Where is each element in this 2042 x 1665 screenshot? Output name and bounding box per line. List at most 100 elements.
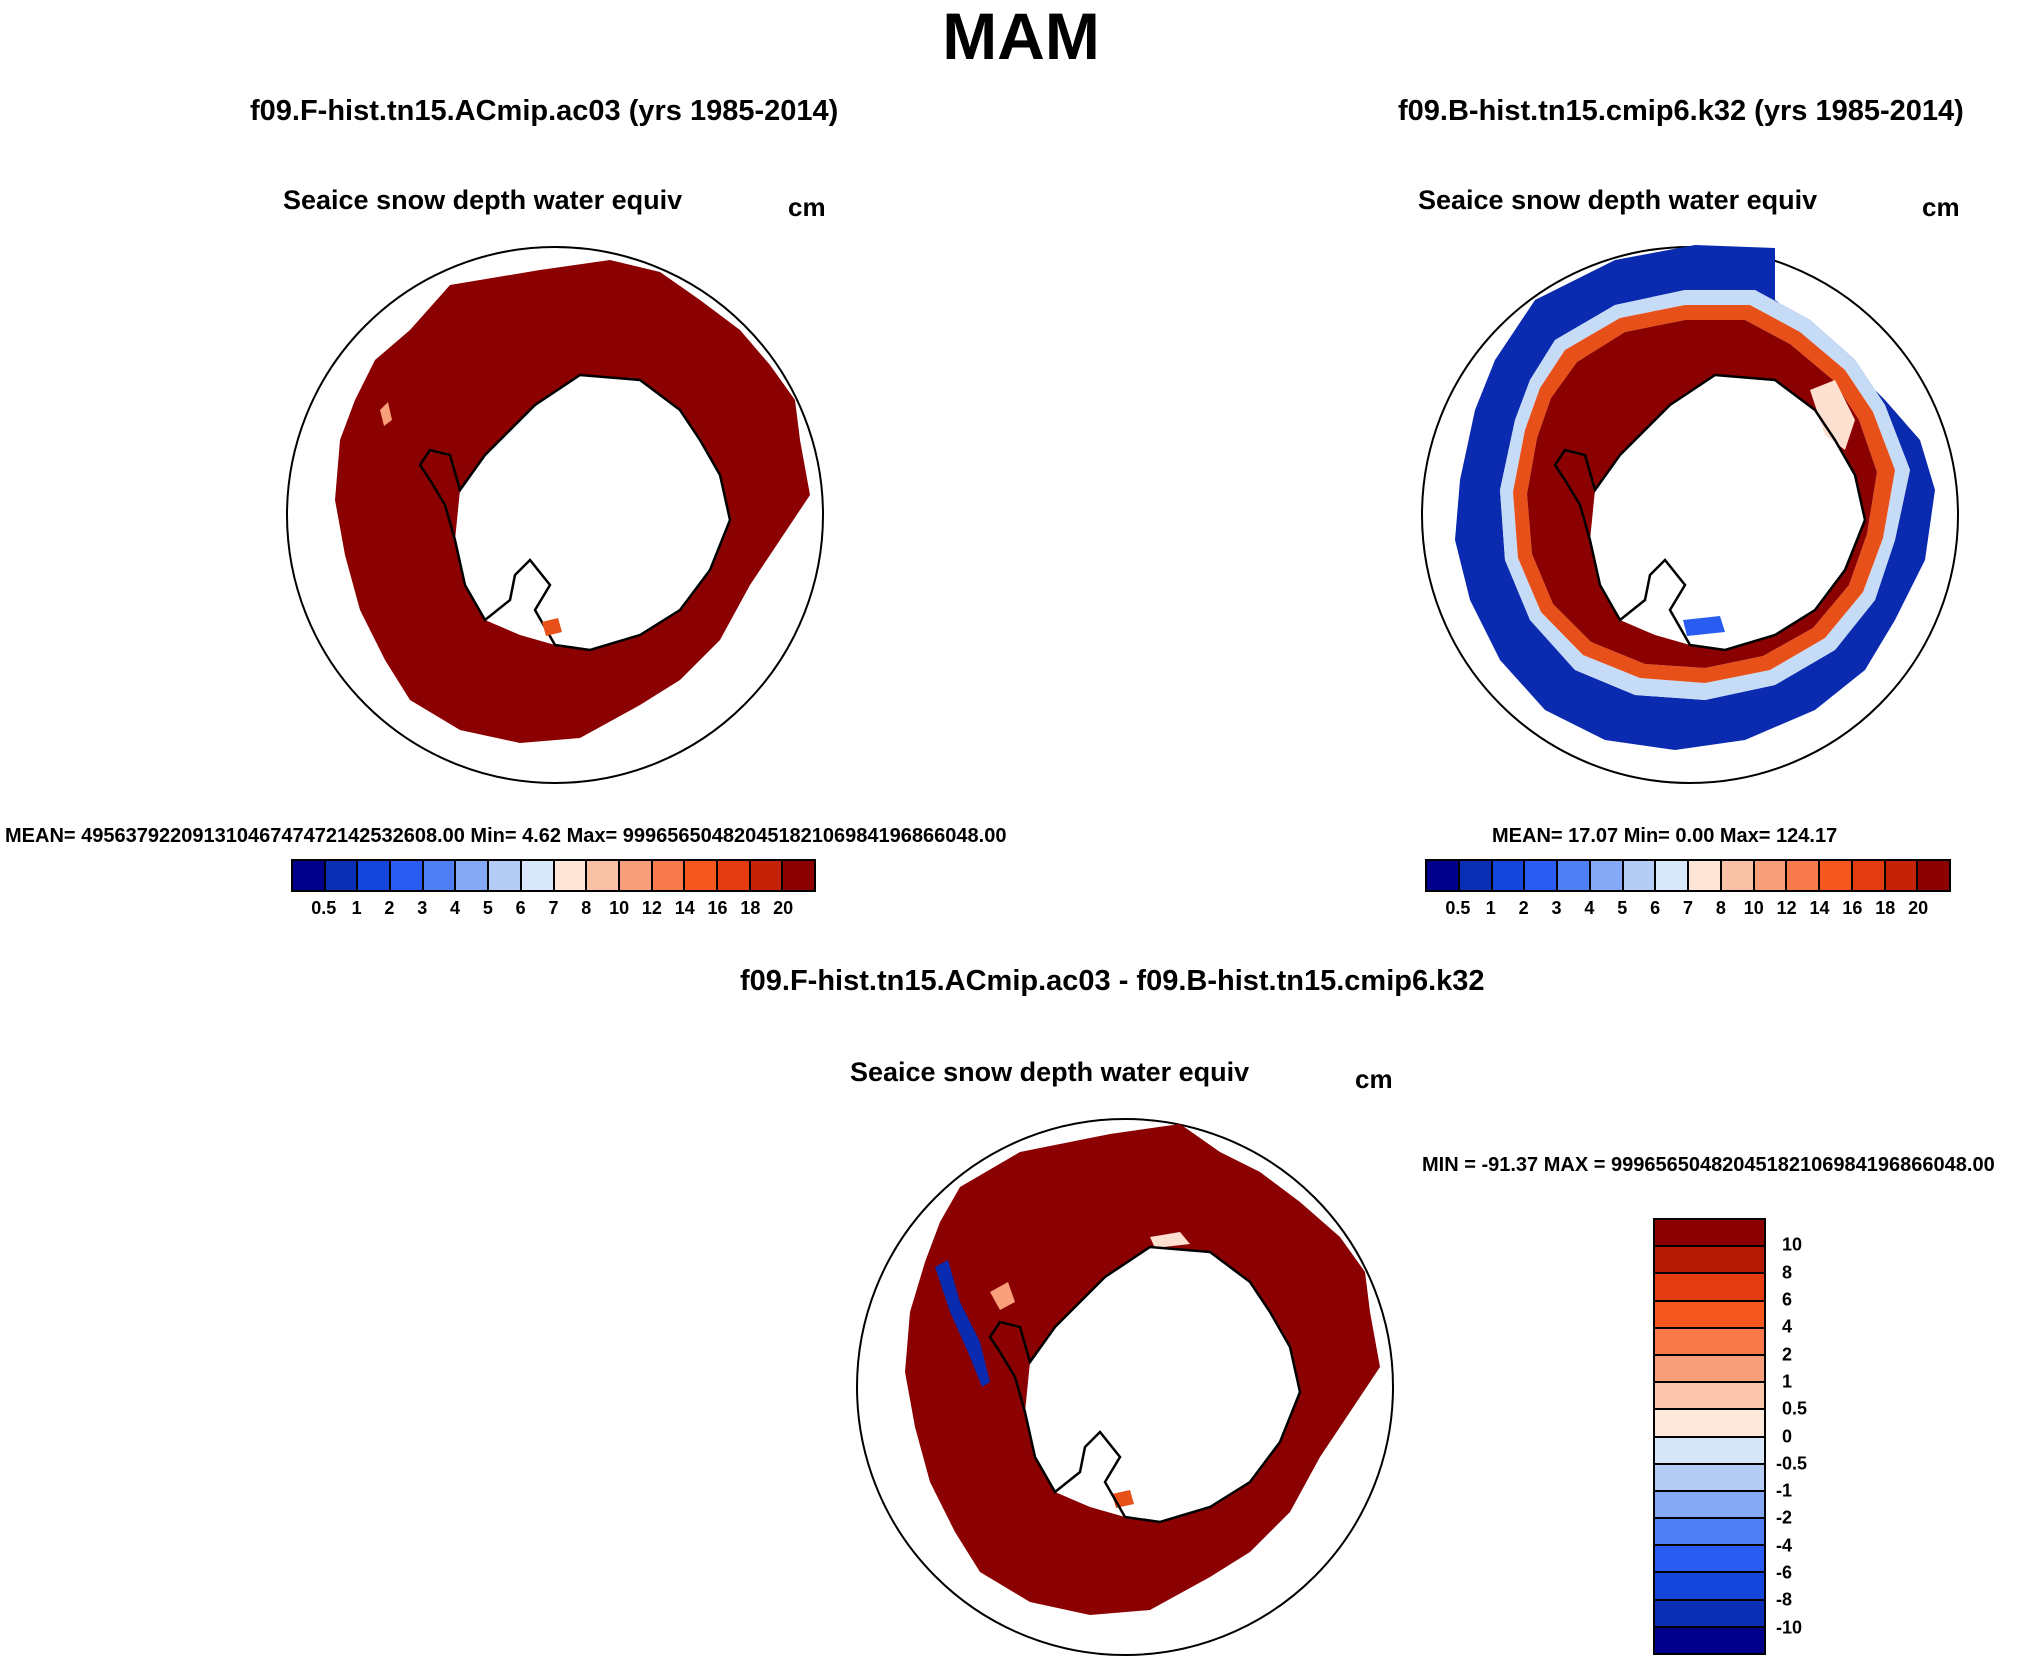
right-colorbar-tick-label: 8: [1715, 898, 1726, 918]
left-colorbar-tick-label: 8: [581, 898, 592, 918]
diff-panel-title: f09.F-hist.tn15.ACmip.ac03 - f09.B-hist.…: [740, 965, 1485, 997]
right-colorbar-swatch: [1492, 861, 1526, 890]
diff-colorbar-swatch: [1655, 1383, 1764, 1411]
diff-colorbar-tick-label: -8: [1776, 1589, 1793, 1610]
right-high-core: [1527, 320, 1877, 668]
right-colorbar-tick-label: 12: [1776, 898, 1797, 918]
right-colorbar-swatch: [1754, 861, 1788, 890]
left-colorbar-tick-label: 6: [515, 898, 526, 918]
diff-colorbar-swatch: [1655, 1627, 1764, 1653]
diff-units: cm: [1355, 1064, 1393, 1094]
left-colorbar-swatch: [358, 861, 392, 890]
left-sea-ice-field: [335, 260, 810, 743]
right-colorbar-tick-label: 3: [1551, 898, 1562, 918]
right-ross-blue-patch: [1683, 616, 1725, 636]
diff-colorbar-swatch: [1655, 1355, 1764, 1384]
left-units: cm: [788, 192, 826, 222]
diff-colorbar-tick-label: 0.5: [1782, 1398, 1808, 1419]
diff-colorbar-tick-label: 2: [1782, 1344, 1793, 1365]
left-colorbar-swatch: [423, 861, 457, 890]
right-antarctica-coast-icon: [1553, 373, 1867, 652]
diff-colorbar-swatch: [1655, 1328, 1764, 1356]
left-antarctica-coast-icon: [418, 373, 732, 652]
right-colorbar-tick-label: 5: [1617, 898, 1628, 918]
diff-colorbar-swatch: [1655, 1437, 1764, 1465]
right-colorbar-tick-label: 14: [1809, 898, 1830, 918]
right-colorbar-swatch: [1918, 861, 1949, 890]
diff-colorbar-tick-label: -6: [1776, 1562, 1793, 1583]
left-ross-anomaly: [542, 618, 562, 636]
diff-colorbar-swatch: [1655, 1600, 1764, 1628]
diff-antarctica-coast-icon: [988, 1245, 1302, 1524]
left-colorbar-tick-label: 4: [450, 898, 461, 918]
left-colorbar-tick-label: 7: [548, 898, 559, 918]
left-colorbar-swatch: [619, 861, 653, 890]
left-colorbar-swatch: [783, 861, 814, 890]
left-colorbar-labels: 0.5 1 2 3 4 5 6 7 8 10 12 14 16 18 20: [291, 898, 816, 922]
left-var-title: Seaice snow depth water equiv: [283, 185, 683, 215]
diff-colorbar-swatch: [1655, 1546, 1764, 1574]
diff-colorbar-tick-label: 10: [1782, 1234, 1803, 1255]
right-polar-map: [1421, 245, 1959, 784]
left-colorbar-swatch: [293, 861, 326, 890]
diff-stats: MIN = -91.37 MAX = 999656504820451821069…: [1422, 1154, 1995, 1176]
diff-colorbar-swatch: [1655, 1410, 1764, 1438]
diff-colorbar-swatch: [1655, 1220, 1764, 1248]
diff-colorbar: [1653, 1218, 1766, 1655]
diff-var-title: Seaice snow depth water equiv: [850, 1057, 1250, 1087]
diff-colorbar-swatch: [1655, 1491, 1764, 1520]
right-colorbar-swatch: [1689, 861, 1722, 890]
diff-colorbar-swatch: [1655, 1274, 1764, 1302]
right-colorbar-tick-label: 18: [1875, 898, 1896, 918]
right-colorbar-swatch: [1787, 861, 1820, 890]
diff-colorbar-tick-label: 1: [1782, 1371, 1793, 1392]
diff-colorbar-swatch: [1655, 1301, 1764, 1329]
right-colorbar-swatch: [1558, 861, 1591, 890]
right-colorbar-labels: 0.5 1 2 3 4 5 6 7 8 10 12 14 16 18 20: [1425, 898, 1951, 922]
left-colorbar-swatch: [685, 861, 718, 890]
left-stats: MEAN= 49563792209131046747472142532608.0…: [5, 825, 1007, 847]
right-colorbar-tick-label: 2: [1518, 898, 1529, 918]
right-colorbar-tick-label: 20: [1908, 898, 1929, 918]
left-colorbar-swatch: [391, 861, 424, 890]
right-panel-title: f09.B-hist.tn15.cmip6.k32 (yrs 1985-2014…: [1398, 95, 1964, 127]
diff-colorbar-tick-label: 8: [1782, 1262, 1793, 1283]
right-colorbar-swatch: [1427, 861, 1460, 890]
diff-colorbar-swatch: [1655, 1464, 1764, 1492]
left-colorbar-tick-label: 20: [773, 898, 794, 918]
right-colorbar-swatch: [1656, 861, 1689, 890]
right-colorbar-tick-label: 1: [1485, 898, 1496, 918]
left-colorbar-tick-label: 0.5: [311, 898, 337, 918]
right-colorbar-tick-label: 10: [1743, 898, 1764, 918]
left-colorbar-swatch: [750, 861, 784, 890]
right-colorbar-swatch: [1852, 861, 1886, 890]
right-units: cm: [1922, 192, 1960, 222]
diff-colorbar-tick-label: -2: [1776, 1507, 1793, 1528]
left-panel-title: f09.F-hist.tn15.ACmip.ac03 (yrs 1985-201…: [250, 95, 839, 127]
right-var-title: Seaice snow depth water equiv: [1418, 185, 1818, 215]
right-colorbar-swatch: [1885, 861, 1919, 890]
right-colorbar-swatch: [1820, 861, 1853, 890]
diff-colorbar-tick-label: -1: [1776, 1480, 1793, 1501]
diff-colorbar-tick-label: 4: [1782, 1316, 1793, 1337]
left-colorbar-tick-label: 16: [707, 898, 728, 918]
left-colorbar-swatch: [587, 861, 620, 890]
left-colorbar-swatch: [554, 861, 588, 890]
diff-colorbar-tick-label: -10: [1776, 1617, 1803, 1638]
right-colorbar-tick-label: 16: [1842, 898, 1863, 918]
diff-blue-coastal-anomaly: [935, 1260, 990, 1387]
diff-colorbar-tick-label: -4: [1776, 1535, 1793, 1556]
diff-north-pale-patch: [1150, 1232, 1190, 1248]
diff-sea-ice-field: [905, 1124, 1380, 1615]
right-colorbar-swatch: [1590, 861, 1624, 890]
diff-colorbar-tick-label: -0.5: [1776, 1453, 1808, 1474]
right-colorbar-tick-label: 6: [1650, 898, 1661, 918]
right-colorbar-swatch: [1623, 861, 1657, 890]
left-polar-map: [286, 246, 824, 784]
left-colorbar-swatch: [456, 861, 490, 890]
diff-colorbar-tick-label: 0: [1782, 1426, 1793, 1446]
left-colorbar-tick-label: 12: [641, 898, 662, 918]
diff-colorbar-labels: 10 8 6 4 2 1 0.5 0 -0.5 -1 -2 -4 -6 -8 -10: [1776, 1218, 1836, 1655]
left-peninsula-anomaly: [380, 402, 392, 426]
left-colorbar-tick-label: 2: [384, 898, 395, 918]
